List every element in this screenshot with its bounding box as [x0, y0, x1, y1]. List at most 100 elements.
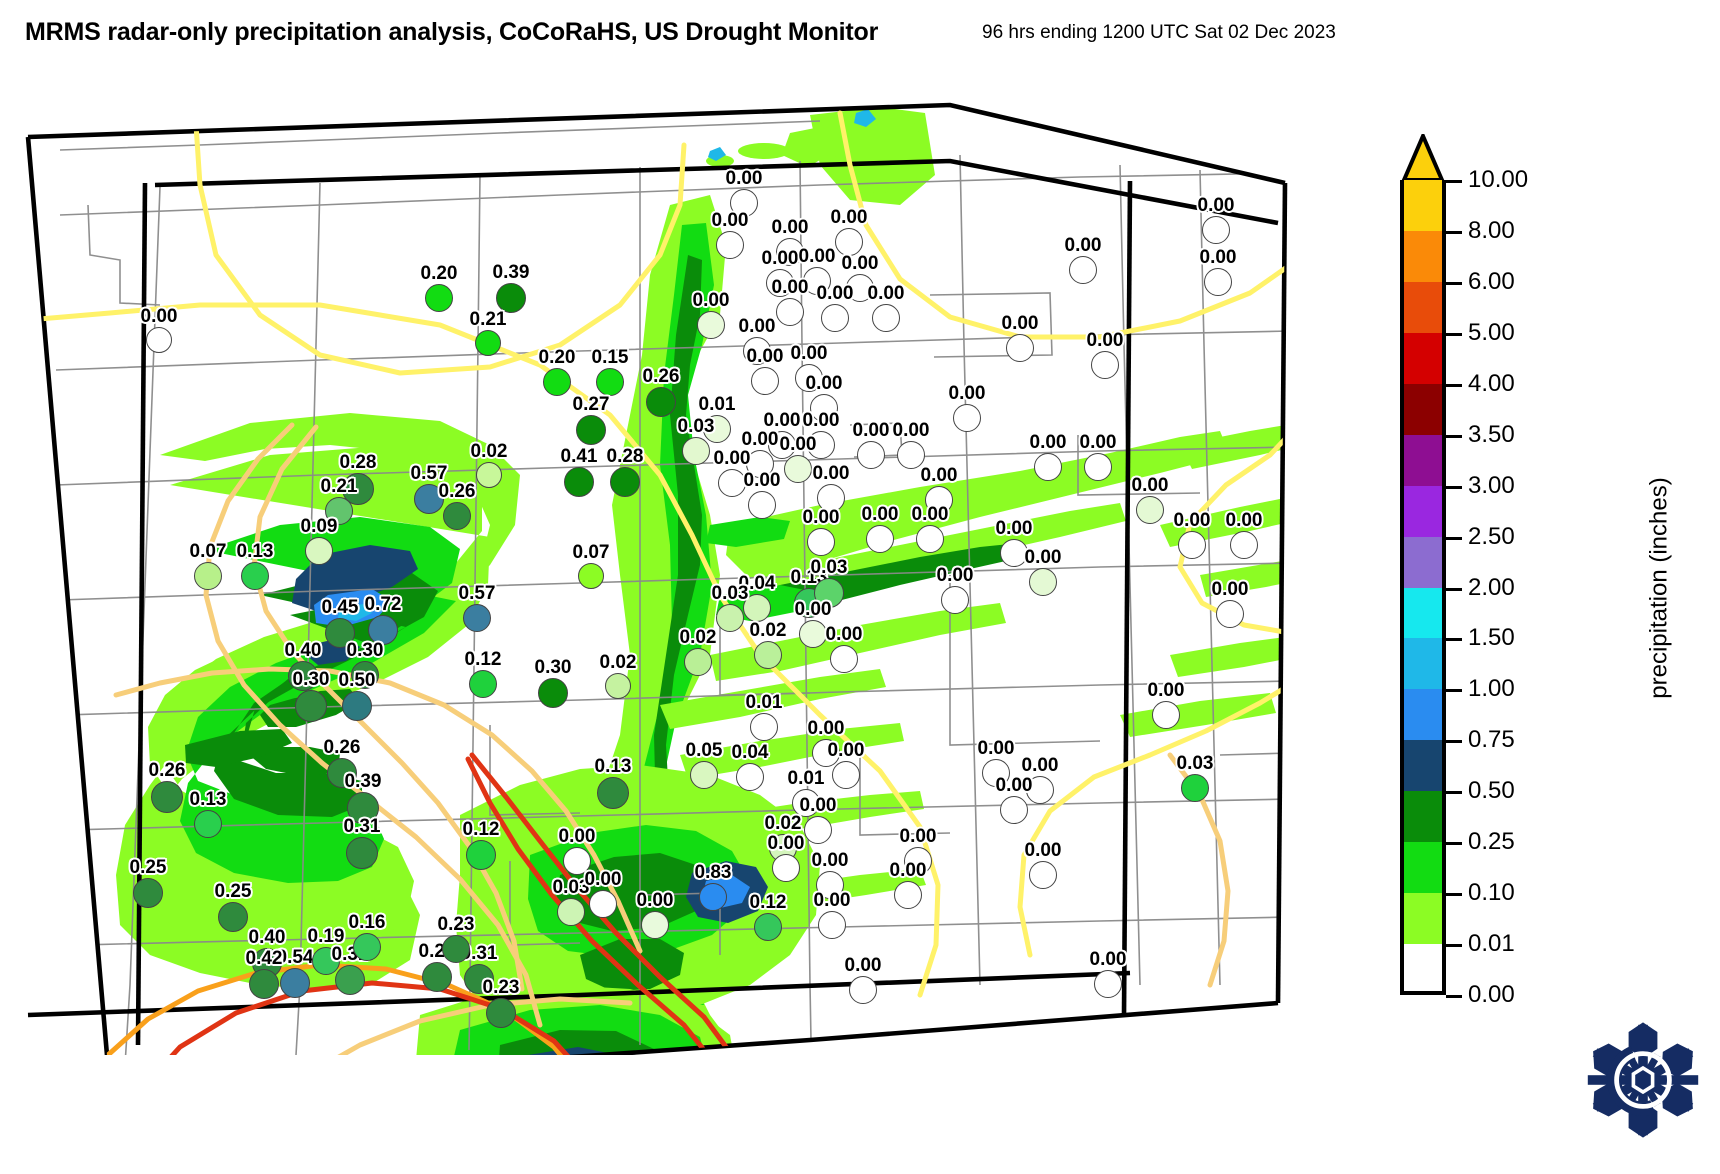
station-observation[interactable]: 0.57 [459, 584, 495, 632]
station-observation[interactable]: 0.31 [344, 817, 380, 869]
station-observation[interactable]: 0.45 [322, 598, 358, 648]
station-observation[interactable]: 0.00 [791, 344, 827, 392]
station-observation[interactable]: 0.00 [937, 566, 973, 614]
station-observation[interactable]: 0.00 [868, 284, 904, 332]
station-observation[interactable]: 0.27 [573, 395, 609, 445]
station-observation[interactable]: 0.72 [365, 595, 401, 645]
station-observation[interactable]: 0.25 [130, 858, 166, 908]
station-observation[interactable]: 0.26 [439, 482, 475, 530]
station-observation[interactable]: 0.01 [788, 769, 824, 817]
station-observation[interactable]: 0.04 [739, 574, 775, 622]
station-observation[interactable]: 0.00 [764, 411, 800, 459]
station-observation[interactable]: 0.42 [246, 949, 282, 999]
station-observation[interactable]: 0.00 [1200, 248, 1236, 296]
station-observation[interactable]: 0.00 [762, 249, 798, 297]
station-observation[interactable]: 0.00 [1025, 841, 1061, 889]
station-observation[interactable]: 0.00 [996, 776, 1032, 824]
station-observation[interactable]: 0.00 [1212, 580, 1248, 628]
station-observation[interactable]: 0.00 [803, 508, 839, 556]
station-observation[interactable]: 0.39 [493, 263, 529, 313]
station-observation[interactable]: 0.31 [332, 945, 368, 995]
station-observation[interactable]: 0.00 [978, 739, 1014, 787]
station-observation[interactable]: 0.12 [750, 893, 786, 941]
station-observation[interactable]: 0.00 [996, 519, 1032, 567]
station-observation[interactable]: 0.00 [812, 851, 848, 899]
station-observation[interactable]: 0.00 [141, 307, 177, 353]
station-observation[interactable]: 0.00 [1022, 756, 1058, 804]
station-observation[interactable]: 0.16 [349, 913, 385, 961]
station-observation[interactable]: 0.00 [845, 956, 881, 1004]
station-observation[interactable]: 0.00 [1132, 476, 1168, 524]
station-observation[interactable]: 0.20 [421, 264, 457, 312]
station-observation[interactable]: 0.12 [463, 820, 499, 870]
station-observation[interactable]: 0.00 [1226, 511, 1262, 559]
station-observation[interactable]: 0.00 [831, 208, 867, 256]
station-observation[interactable]: 0.00 [1090, 950, 1126, 998]
station-observation[interactable]: 0.29 [419, 942, 455, 992]
station-observation[interactable]: 0.00 [742, 430, 778, 478]
station-observation[interactable]: 0.00 [772, 218, 808, 266]
station-observation[interactable]: 0.00 [1030, 433, 1066, 481]
station-observation[interactable]: 0.13 [595, 757, 631, 809]
station-observation[interactable]: 0.41 [561, 447, 597, 497]
station-observation[interactable]: 0.21 [321, 477, 357, 525]
station-observation[interactable]: 0.00 [893, 421, 929, 469]
station-observation[interactable]: 0.00 [1087, 331, 1123, 379]
station-observation[interactable]: 0.31 [461, 944, 497, 994]
station-observation[interactable]: 0.00 [747, 347, 783, 395]
station-observation[interactable]: 0.00 [739, 317, 775, 365]
station-observation[interactable]: 0.57 [411, 464, 447, 514]
station-observation[interactable]: 0.00 [842, 254, 878, 302]
station-observation[interactable]: 0.00 [1080, 433, 1116, 481]
station-observation[interactable]: 0.04 [732, 743, 768, 791]
station-observation[interactable]: 0.20 [539, 348, 575, 396]
station-observation[interactable]: 0.00 [1025, 548, 1061, 596]
station-observation[interactable]: 0.19 [308, 927, 344, 975]
station-observation[interactable]: 0.00 [862, 505, 898, 553]
station-observation[interactable]: 0.00 [1002, 314, 1038, 362]
station-observation[interactable]: 0.00 [853, 421, 889, 469]
station-observation[interactable]: 0.23 [483, 978, 519, 1028]
station-observation[interactable]: 0.30 [347, 641, 383, 689]
station-observation[interactable]: 0.03 [712, 584, 748, 632]
station-observation[interactable]: 0.26 [149, 761, 185, 813]
station-observation[interactable]: 0.00 [1148, 681, 1184, 729]
station-observation[interactable]: 0.00 [799, 247, 835, 295]
station-observation[interactable]: 0.28 [607, 447, 643, 497]
station-observation[interactable]: 0.30 [535, 658, 571, 708]
station-observation[interactable]: 0.02 [600, 653, 636, 699]
station-observation[interactable]: 0.00 [826, 625, 862, 673]
station-observation[interactable]: 0.30 [293, 670, 329, 722]
station-observation[interactable]: 0.50 [339, 671, 375, 721]
station-observation[interactable]: 0.00 [585, 870, 621, 918]
station-observation[interactable]: 0.39 [345, 772, 381, 824]
station-observation[interactable]: 0.00 [772, 278, 808, 326]
station-observation[interactable]: 0.23 [438, 915, 474, 963]
station-observation[interactable]: 0.09 [301, 517, 337, 565]
precipitation-map[interactable]: 0.00 0.20 0.39 0.21 0.20 0.15 0.26 0.27 0.02 0.41… [20, 55, 1390, 1055]
station-observation[interactable]: 0.21 [470, 310, 506, 356]
station-observation[interactable]: 0.02 [680, 628, 716, 676]
station-observation[interactable]: 0.00 [1065, 236, 1101, 284]
station-observation[interactable]: 0.05 [686, 741, 722, 789]
station-observation[interactable]: 0.00 [714, 449, 750, 497]
station-observation[interactable]: 0.07 [573, 543, 609, 589]
station-observation[interactable]: 0.00 [921, 466, 957, 514]
station-observation[interactable]: 0.00 [814, 891, 850, 939]
station-observation[interactable]: 0.25 [215, 882, 251, 932]
station-observation[interactable]: 0.26 [324, 738, 360, 788]
station-observation[interactable]: 0.40 [285, 641, 321, 691]
station-observation[interactable]: 0.01 [746, 693, 782, 741]
station-observation[interactable]: 0.03 [678, 417, 714, 465]
station-observation[interactable]: 0.26 [643, 367, 679, 417]
station-observation[interactable]: 0.00 [1174, 511, 1210, 559]
station-observation[interactable]: 0.00 [744, 471, 780, 519]
station-observation[interactable]: 0.54 [277, 948, 313, 998]
station-observation[interactable]: 0.00 [949, 384, 985, 432]
station-observation[interactable]: 0.00 [800, 796, 836, 844]
station-observation[interactable]: 0.00 [780, 435, 816, 483]
station-observation[interactable]: 0.00 [726, 169, 762, 217]
station-observation[interactable]: 0.00 [768, 834, 804, 882]
station-observation[interactable]: 0.01 [699, 395, 735, 443]
station-observation[interactable]: 0.12 [465, 650, 501, 698]
